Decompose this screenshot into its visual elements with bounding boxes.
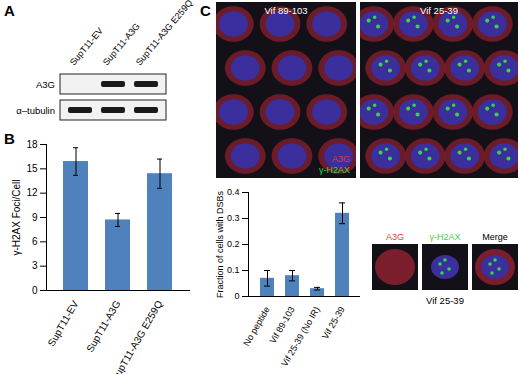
svg-text:γ-H2AX Foci/Cell: γ-H2AX Foci/Cell [11,179,22,255]
svg-text:Vif 89-103: Vif 89-103 [267,304,297,346]
svg-text:Vif 25-39 (No IR): Vif 25-39 (No IR) [279,305,321,368]
html-text:B: B [4,130,15,147]
svg-text:3: 3 [32,260,38,271]
svg-text:0.1: 0.1 [227,265,240,275]
svg-text:SupT11-EV: SupT11-EV [68,26,105,68]
html-text:A: A [4,2,15,19]
svg-text:A3G: A3G [386,232,404,242]
html-text:C: C [200,2,211,19]
svg-text:9: 9 [32,212,38,223]
svg-text:SupT11-A3G: SupT11-A3G [84,298,122,354]
svg-text:Vif 25-39: Vif 25-39 [320,305,347,341]
svg-text:Vif 25-39: Vif 25-39 [420,5,458,16]
svg-text:No peptide: No peptide [241,305,271,348]
svg-text:0.4: 0.4 [227,187,240,197]
svg-text:Fraction of cells with DSBs: Fraction of cells with DSBs [215,190,225,298]
svg-text:0.2: 0.2 [227,239,240,249]
svg-text:0.3: 0.3 [227,213,240,223]
svg-text:6: 6 [32,236,38,247]
svg-text:Merge: Merge [482,232,508,242]
svg-text:A3G: A3G [332,154,350,164]
svg-text:γ-H2AX: γ-H2AX [429,232,460,242]
svg-text:α–tubulin: α–tubulin [16,105,55,116]
svg-text:Vif 89-103: Vif 89-103 [264,5,307,16]
svg-text:SupT11-EV: SupT11-EV [46,298,81,348]
svg-text:12: 12 [26,187,38,198]
svg-text:SupT11-A3G E259Q: SupT11-A3G E259Q [109,298,164,374]
svg-text:15: 15 [26,163,38,174]
svg-text:18: 18 [26,139,38,150]
svg-text:A3G: A3G [36,79,55,90]
svg-text:γ-H2AX: γ-H2AX [319,165,350,175]
svg-text:0: 0 [32,285,38,296]
svg-text:0: 0 [234,291,239,301]
svg-text:Vif 25-39: Vif 25-39 [426,295,464,306]
svg-text:SupT11-A3G E259Q: SupT11-A3G E259Q [134,0,195,67]
